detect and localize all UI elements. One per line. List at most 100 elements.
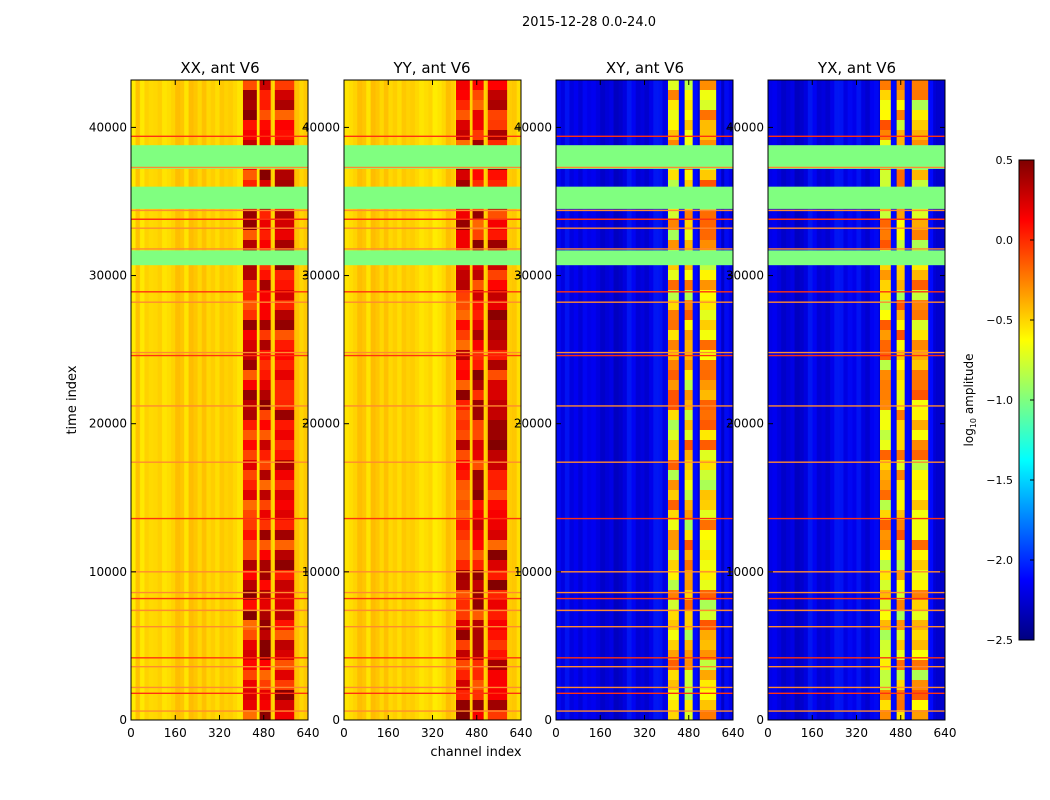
heatmap-cell	[259, 670, 271, 680]
heatmap-cell	[259, 430, 271, 440]
heatmap-cell	[684, 270, 696, 280]
heatmap-cell	[699, 290, 720, 300]
heatmap-cell	[699, 390, 720, 400]
heatmap-cell	[699, 310, 720, 320]
heatmap-cell	[487, 240, 508, 250]
heatmap-cell	[684, 130, 696, 140]
heatmap-column	[144, 80, 150, 720]
colorbar-tick-label: −1.5	[986, 474, 1013, 487]
heatmap-cell	[487, 100, 508, 110]
heatmap-cell	[456, 500, 470, 510]
heatmap-cell	[243, 690, 257, 700]
heatmap-cell	[668, 650, 682, 660]
heatmap-cell	[880, 480, 894, 490]
heatmap-cell	[668, 390, 682, 400]
heatmap-column	[419, 80, 425, 720]
heatmap-cell	[911, 170, 932, 180]
heatmap-cell	[699, 180, 720, 190]
heatmap-cell	[274, 210, 295, 220]
heatmap-cell	[243, 240, 257, 250]
heatmap-column	[931, 80, 937, 720]
heatmap-cell	[896, 440, 908, 450]
heatmap-cell	[487, 320, 508, 330]
heatmap-cell	[911, 540, 932, 550]
heatmap-cell	[896, 120, 908, 130]
heatmap-cell	[456, 660, 470, 670]
heatmap-cell	[274, 680, 295, 690]
heatmap-cell	[699, 320, 720, 330]
heatmap-cell	[911, 680, 932, 690]
heatmap-cell	[472, 500, 484, 510]
heatmap-cell	[880, 340, 894, 350]
heatmap-cell	[472, 320, 484, 330]
heatmap-cell	[668, 480, 682, 490]
flagged-range	[131, 250, 308, 266]
heatmap-cell	[259, 610, 271, 620]
heatmap-cell	[456, 470, 470, 480]
heatmap-cell	[243, 660, 257, 670]
heatmap-cell	[880, 320, 894, 330]
flagged-range	[344, 145, 521, 169]
heatmap-column	[228, 80, 234, 720]
heatmap-cell	[668, 380, 682, 390]
heatmap-cell	[456, 490, 470, 500]
heatmap-column	[237, 80, 243, 720]
heatmap-cell	[684, 370, 696, 380]
heatmap-column	[366, 80, 372, 720]
heatmap-cell	[911, 610, 932, 620]
heatmap-cell	[472, 550, 484, 560]
heatmap-cell	[684, 330, 696, 340]
heatmap-cell	[259, 380, 271, 390]
heatmap-cell	[699, 450, 720, 460]
heatmap-cell	[274, 460, 295, 470]
heatmap-cell	[668, 680, 682, 690]
heatmap-cell	[684, 500, 696, 510]
y-tick-label: 20000	[302, 417, 340, 431]
heatmap-cell	[472, 480, 484, 490]
heatmap-cell	[668, 400, 682, 410]
band-gap	[692, 80, 698, 720]
heatmap-cell	[880, 280, 894, 290]
heatmap-cell	[880, 410, 894, 420]
heatmap-column	[604, 80, 610, 720]
heatmap-cell	[487, 580, 508, 590]
heatmap-cell	[243, 480, 257, 490]
heatmap-cell	[684, 360, 696, 370]
heatmap-cell	[911, 620, 932, 630]
heatmap-cell	[259, 530, 271, 540]
heatmap-column	[644, 80, 650, 720]
heatmap-cell	[456, 580, 470, 590]
heatmap-cell	[880, 690, 894, 700]
heatmap-cell	[684, 210, 696, 220]
flagged-range	[344, 250, 521, 266]
heatmap-cell	[880, 90, 894, 100]
heatmap-cell	[896, 290, 908, 300]
heatmap-cell	[911, 580, 932, 590]
heatmap-cell	[243, 400, 257, 410]
heatmap-cell	[259, 590, 271, 600]
heatmap-cell	[487, 610, 508, 620]
heatmap-column	[768, 80, 773, 720]
heatmap-cell	[896, 410, 908, 420]
heatmap-cell	[472, 230, 484, 240]
heatmap-cell	[684, 280, 696, 290]
heatmap-cell	[911, 660, 932, 670]
heatmap-column	[405, 80, 411, 720]
heatmap-cell	[880, 110, 894, 120]
heatmap-column	[450, 80, 456, 720]
x-tick-label: 320	[633, 726, 656, 740]
heatmap-column	[161, 80, 167, 720]
heatmap-cell	[243, 540, 257, 550]
heatmap-cell	[472, 410, 484, 420]
heatmap-cell	[472, 430, 484, 440]
heatmap-cell	[259, 570, 271, 580]
heatmap-cell	[243, 680, 257, 690]
y-tick-label: 20000	[514, 417, 552, 431]
heatmap-cell	[699, 280, 720, 290]
heatmap-cell	[880, 650, 894, 660]
heatmap-cell	[456, 530, 470, 540]
heatmap-cell	[472, 470, 484, 480]
heatmap-cell	[896, 540, 908, 550]
heatmap-cell	[880, 140, 894, 150]
heatmap-cell	[880, 390, 894, 400]
